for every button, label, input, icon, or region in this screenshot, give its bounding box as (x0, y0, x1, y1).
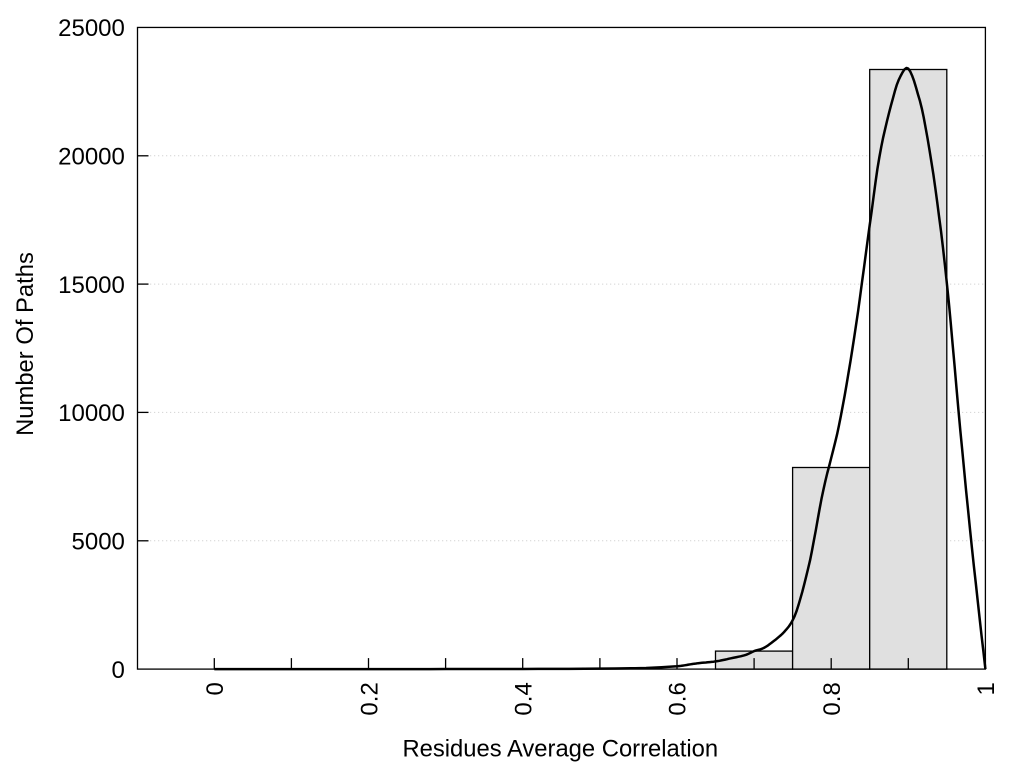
svg-text:0.6: 0.6 (665, 682, 692, 715)
svg-text:5000: 5000 (72, 529, 125, 556)
svg-text:Residues Average Correlation: Residues Average Correlation (402, 736, 718, 763)
svg-text:Number Of Paths: Number Of Paths (12, 252, 39, 436)
svg-text:15000: 15000 (58, 272, 125, 299)
svg-text:0: 0 (202, 682, 229, 695)
svg-text:0: 0 (112, 657, 125, 684)
svg-text:0.4: 0.4 (511, 682, 538, 715)
svg-text:10000: 10000 (58, 400, 125, 427)
svg-text:0.2: 0.2 (356, 682, 383, 715)
svg-text:1: 1 (973, 682, 1000, 695)
svg-text:25000: 25000 (58, 15, 125, 42)
svg-text:20000: 20000 (58, 144, 125, 171)
svg-text:0.8: 0.8 (819, 682, 846, 715)
